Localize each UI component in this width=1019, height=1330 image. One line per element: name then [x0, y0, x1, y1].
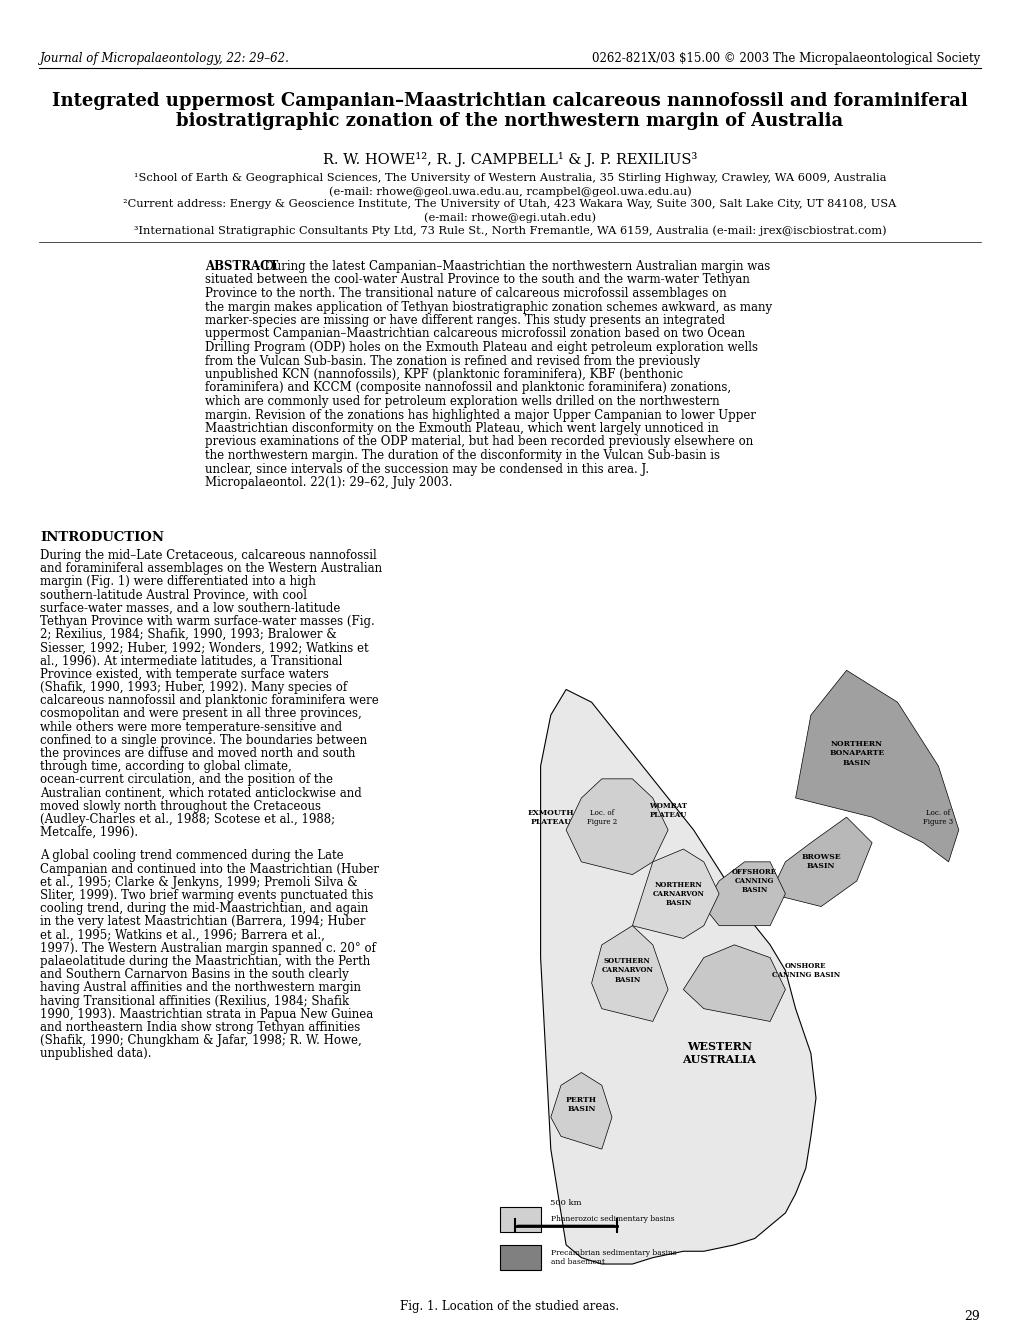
Text: Fig. 1. Location of the studied areas.: Fig. 1. Location of the studied areas. — [400, 1299, 619, 1313]
Text: and northeastern India show strong Tethyan affinities: and northeastern India show strong Tethy… — [40, 1021, 360, 1033]
Text: SOUTHERN
CARNARVON
BASIN: SOUTHERN CARNARVON BASIN — [601, 958, 652, 984]
Text: – During the latest Campanian–Maastrichtian the northwestern Australian margin w: – During the latest Campanian–Maastricht… — [251, 259, 769, 273]
Text: OFFSHORE
CANNING
BASIN: OFFSHORE CANNING BASIN — [732, 867, 776, 894]
Text: (e-mail: rhowe@egi.utah.edu): (e-mail: rhowe@egi.utah.edu) — [424, 211, 595, 222]
Text: Phanerozoic sedimentary basins: Phanerozoic sedimentary basins — [550, 1216, 674, 1224]
Polygon shape — [683, 944, 785, 1021]
Text: surface-water masses, and a low southern-latitude: surface-water masses, and a low southern… — [40, 601, 340, 614]
Text: ocean-current circulation, and the position of the: ocean-current circulation, and the posit… — [40, 774, 332, 786]
Text: the provinces are diffuse and moved north and south: the provinces are diffuse and moved nort… — [40, 747, 355, 759]
Text: Sliter, 1999). Two brief warming events punctuated this: Sliter, 1999). Two brief warming events … — [40, 888, 373, 902]
Text: previous examinations of the ODP material, but had been recorded previously else: previous examinations of the ODP materia… — [205, 435, 752, 448]
Text: Campanian and continued into the Maastrichtian (Huber: Campanian and continued into the Maastri… — [40, 863, 379, 875]
Text: cooling trend, during the mid-Maastrichtian, and again: cooling trend, during the mid-Maastricht… — [40, 902, 368, 915]
Text: the margin makes application of Tethyan biostratigraphic zonation schemes awkwar: the margin makes application of Tethyan … — [205, 301, 771, 314]
Text: (Shafik, 1990; Chungkham & Jafar, 1998; R. W. Howe,: (Shafik, 1990; Chungkham & Jafar, 1998; … — [40, 1035, 362, 1047]
Polygon shape — [795, 670, 958, 862]
Text: Tethyan Province with warm surface-water masses (Fig.: Tethyan Province with warm surface-water… — [40, 614, 374, 628]
Text: situated between the cool-water Austral Province to the south and the warm-water: situated between the cool-water Austral … — [205, 274, 749, 286]
Text: Siesser, 1992; Huber, 1992; Wonders, 1992; Watkins et: Siesser, 1992; Huber, 1992; Wonders, 199… — [40, 641, 368, 654]
Text: Province existed, with temperate surface waters: Province existed, with temperate surface… — [40, 668, 328, 681]
Bar — [499, 1206, 540, 1232]
Text: Drilling Program (ODP) holes on the Exmouth Plateau and eight petroleum explorat: Drilling Program (ODP) holes on the Exmo… — [205, 340, 757, 354]
Text: ONSHORE
CANNING BASIN: ONSHORE CANNING BASIN — [771, 962, 839, 979]
Text: Loc. of
Figure 2: Loc. of Figure 2 — [586, 809, 616, 826]
Text: Metcalfe, 1996).: Metcalfe, 1996). — [40, 826, 138, 839]
Text: (e-mail: rhowe@geol.uwa.edu.au, rcampbel@geol.uwa.edu.au): (e-mail: rhowe@geol.uwa.edu.au, rcampbel… — [328, 186, 691, 197]
Text: al., 1996). At intermediate latitudes, a Transitional: al., 1996). At intermediate latitudes, a… — [40, 654, 342, 668]
Text: 1990, 1993). Maastrichtian strata in Papua New Guinea: 1990, 1993). Maastrichtian strata in Pap… — [40, 1008, 373, 1021]
Polygon shape — [550, 1072, 611, 1149]
Text: A global cooling trend commenced during the Late: A global cooling trend commenced during … — [40, 850, 343, 862]
Text: Integrated uppermost Campanian–Maastrichtian calcareous nannofossil and foramini: Integrated uppermost Campanian–Maastrich… — [52, 92, 967, 110]
Text: 0262-821X/03 $15.00 © 2003 The Micropalaeontological Society: 0262-821X/03 $15.00 © 2003 The Micropala… — [591, 52, 979, 65]
Text: unpublished data).: unpublished data). — [40, 1048, 152, 1060]
Text: ³International Stratigraphic Consultants Pty Ltd, 73 Rule St., North Fremantle, : ³International Stratigraphic Consultants… — [133, 225, 886, 235]
Polygon shape — [540, 689, 815, 1264]
Text: while others were more temperature-sensitive and: while others were more temperature-sensi… — [40, 721, 341, 734]
Bar — [499, 1245, 540, 1270]
Text: INTRODUCTION: INTRODUCTION — [40, 531, 164, 544]
Text: During the mid–Late Cretaceous, calcareous nannofossil: During the mid–Late Cretaceous, calcareo… — [40, 549, 376, 563]
Polygon shape — [769, 817, 871, 907]
Text: margin. Revision of the zonations has highlighted a major Upper Campanian to low: margin. Revision of the zonations has hi… — [205, 408, 755, 422]
Text: biostratigraphic zonation of the northwestern margin of Australia: biostratigraphic zonation of the northwe… — [176, 112, 843, 130]
Text: uppermost Campanian–Maastrichtian calcareous microfossil zonation based on two O: uppermost Campanian–Maastrichtian calcar… — [205, 327, 745, 340]
Text: NORTHERN
BONAPARTE
BASIN: NORTHERN BONAPARTE BASIN — [828, 739, 883, 766]
Text: cosmopolitan and were present in all three provinces,: cosmopolitan and were present in all thr… — [40, 708, 362, 721]
Text: which are commonly used for petroleum exploration wells drilled on the northwest: which are commonly used for petroleum ex… — [205, 395, 719, 408]
Text: ¹School of Earth & Geographical Sciences, The University of Western Australia, 3: ¹School of Earth & Geographical Sciences… — [133, 173, 886, 184]
Text: southern-latitude Austral Province, with cool: southern-latitude Austral Province, with… — [40, 589, 307, 601]
Text: BROWSE
BASIN: BROWSE BASIN — [801, 854, 840, 870]
Text: Province to the north. The transitional nature of calcareous microfossil assembl: Province to the north. The transitional … — [205, 287, 726, 301]
Text: confined to a single province. The boundaries between: confined to a single province. The bound… — [40, 734, 367, 747]
Text: margin (Fig. 1) were differentiated into a high: margin (Fig. 1) were differentiated into… — [40, 576, 316, 588]
Text: R. W. HOWE¹², R. J. CAMPBELL¹ & J. P. REXILIUS³: R. W. HOWE¹², R. J. CAMPBELL¹ & J. P. RE… — [322, 152, 697, 168]
Text: marker-species are missing or have different ranges. This study presents an inte: marker-species are missing or have diffe… — [205, 314, 725, 327]
Text: the northwestern margin. The duration of the disconformity in the Vulcan Sub-bas: the northwestern margin. The duration of… — [205, 450, 719, 462]
Text: NORTHERN
CARNARVON
BASIN: NORTHERN CARNARVON BASIN — [652, 880, 703, 907]
Text: unclear, since intervals of the succession may be condensed in this area. J.: unclear, since intervals of the successi… — [205, 463, 648, 476]
Text: and Southern Carnarvon Basins in the south clearly: and Southern Carnarvon Basins in the sou… — [40, 968, 348, 982]
Polygon shape — [591, 926, 667, 1021]
Text: et al., 1995; Clarke & Jenkyns, 1999; Premoli Silva &: et al., 1995; Clarke & Jenkyns, 1999; Pr… — [40, 875, 358, 888]
Text: Maastrichtian disconformity on the Exmouth Plateau, which went largely unnoticed: Maastrichtian disconformity on the Exmou… — [205, 422, 718, 435]
Text: et al., 1995; Watkins et al., 1996; Barrera et al.,: et al., 1995; Watkins et al., 1996; Barr… — [40, 928, 325, 942]
Text: moved slowly north throughout the Cretaceous: moved slowly north throughout the Cretac… — [40, 799, 321, 813]
Text: from the Vulcan Sub-basin. The zonation is refined and revised from the previous: from the Vulcan Sub-basin. The zonation … — [205, 355, 699, 367]
Text: ABSTRACT: ABSTRACT — [205, 259, 278, 273]
Polygon shape — [703, 862, 785, 926]
Text: 1997). The Western Australian margin spanned c. 20° of: 1997). The Western Australian margin spa… — [40, 942, 376, 955]
Text: palaeolatitude during the Maastrichtian, with the Perth: palaeolatitude during the Maastrichtian,… — [40, 955, 370, 968]
Text: EXMOUTH
PLATEAU: EXMOUTH PLATEAU — [527, 809, 574, 826]
Text: Loc. of
Figure 3: Loc. of Figure 3 — [922, 809, 953, 826]
Text: foraminifera) and KCCM (composite nannofossil and planktonic foraminifera) zonat: foraminifera) and KCCM (composite nannof… — [205, 382, 731, 395]
Text: in the very latest Maastrichtian (Barrera, 1994; Huber: in the very latest Maastrichtian (Barrer… — [40, 915, 365, 928]
Text: 2; Rexilius, 1984; Shafik, 1990, 1993; Bralower &: 2; Rexilius, 1984; Shafik, 1990, 1993; B… — [40, 628, 336, 641]
Text: PERTH
BASIN: PERTH BASIN — [566, 1096, 596, 1113]
Text: unpublished KCN (nannofossils), KPF (planktonic foraminifera), KBF (benthonic: unpublished KCN (nannofossils), KPF (pla… — [205, 368, 683, 380]
Text: (Audley-Charles et al., 1988; Scotese et al., 1988;: (Audley-Charles et al., 1988; Scotese et… — [40, 813, 335, 826]
Text: through time, according to global climate,: through time, according to global climat… — [40, 761, 291, 773]
Text: Micropalaeontol. 22(1): 29–62, July 2003.: Micropalaeontol. 22(1): 29–62, July 2003… — [205, 476, 452, 489]
Text: Journal of Micropalaeontology, 22: 29–62.: Journal of Micropalaeontology, 22: 29–62… — [40, 52, 289, 65]
Text: and foraminiferal assemblages on the Western Australian: and foraminiferal assemblages on the Wes… — [40, 563, 382, 575]
Text: calcareous nannofossil and planktonic foraminifera were: calcareous nannofossil and planktonic fo… — [40, 694, 378, 708]
Text: Australian continent, which rotated anticlockwise and: Australian continent, which rotated anti… — [40, 786, 362, 799]
Text: Precambrian sedimentary basins
and basement: Precambrian sedimentary basins and basem… — [550, 1249, 676, 1266]
Text: 29: 29 — [963, 1310, 979, 1323]
Polygon shape — [632, 849, 718, 939]
Polygon shape — [566, 779, 667, 875]
Text: having Transitional affinities (Rexilius, 1984; Shafik: having Transitional affinities (Rexilius… — [40, 995, 348, 1008]
Text: WESTERN
AUSTRALIA: WESTERN AUSTRALIA — [682, 1041, 755, 1065]
Text: 500 km: 500 km — [550, 1198, 581, 1206]
Text: (Shafik, 1990, 1993; Huber, 1992). Many species of: (Shafik, 1990, 1993; Huber, 1992). Many … — [40, 681, 346, 694]
Text: having Austral affinities and the northwestern margin: having Austral affinities and the northw… — [40, 982, 361, 995]
Text: ²Current address: Energy & Geoscience Institute, The University of Utah, 423 Wak: ²Current address: Energy & Geoscience In… — [123, 200, 896, 209]
Text: WOMBAT
PLATEAU: WOMBAT PLATEAU — [648, 802, 687, 819]
